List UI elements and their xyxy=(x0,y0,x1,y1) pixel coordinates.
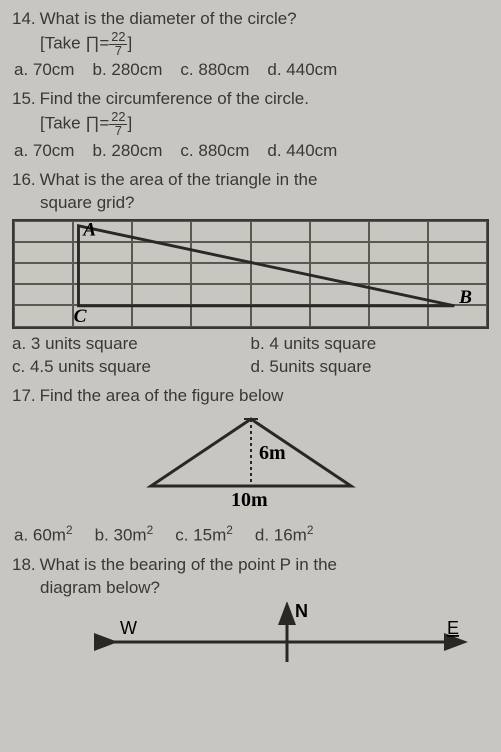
q16-text: What is the area of the triangle in the xyxy=(40,169,318,192)
q14-take-suffix: ] xyxy=(127,34,132,53)
q17-option-a: a. 60m2 xyxy=(14,522,73,548)
q18-text-line2: diagram below? xyxy=(40,577,489,600)
q16-label-c: C xyxy=(74,306,88,327)
q16-triangle xyxy=(78,225,454,305)
q15-option-d: d. 440cm xyxy=(267,140,337,163)
q16-label-a: A xyxy=(82,221,96,240)
question-14: 14. What is the diameter of the circle? … xyxy=(12,8,489,82)
q16-option-b: b. 4 units square xyxy=(251,333,490,356)
q18-label-e: E xyxy=(447,618,459,638)
q15-option-c: c. 880cm xyxy=(180,140,249,163)
q16-options: a. 3 units square b. 4 units square c. 4… xyxy=(12,333,489,379)
q15-take-prefix: [Take ∏= xyxy=(40,114,109,133)
q14-take-den: 7 xyxy=(109,45,127,58)
q16-option-c: c. 4.5 units square xyxy=(12,356,251,379)
q18-compass: N W E xyxy=(12,602,489,662)
q15-option-b: b. 280cm xyxy=(92,140,162,163)
question-17: 17. Find the area of the figure below 6m… xyxy=(12,385,489,548)
q18-text: What is the bearing of the point P in th… xyxy=(40,554,337,577)
q17-text: Find the area of the figure below xyxy=(40,385,284,408)
q17-figure: 6m 10m xyxy=(12,411,489,518)
q15-text: Find the circumference of the circle. xyxy=(40,88,309,111)
q17-option-d: d. 16m2 xyxy=(255,522,314,548)
q14-option-d: d. 440cm xyxy=(267,59,337,82)
q14-take-prefix: [Take ∏= xyxy=(40,34,109,53)
q16-label-b: B xyxy=(458,287,472,308)
q16-number: 16. xyxy=(12,169,36,192)
q16-option-d: d. 5units square xyxy=(251,356,490,379)
q14-take: [Take ∏=227] xyxy=(40,31,489,58)
q15-options: a. 70cm b. 280cm c. 880cm d. 440cm xyxy=(12,140,489,163)
q17-options: a. 60m2 b. 30m2 c. 15m2 d. 16m2 xyxy=(12,522,489,548)
q17-option-b: b. 30m2 xyxy=(95,522,154,548)
q18-number: 18. xyxy=(12,554,36,577)
q14-option-c: c. 880cm xyxy=(180,59,249,82)
q15-option-a: a. 70cm xyxy=(14,140,74,163)
q16-text-line2: square grid? xyxy=(40,192,489,215)
question-18: 18. What is the bearing of the point P i… xyxy=(12,554,489,662)
question-15: 15. Find the circumference of the circle… xyxy=(12,88,489,162)
q14-text: What is the diameter of the circle? xyxy=(40,8,297,31)
q16-option-a: a. 3 units square xyxy=(12,333,251,356)
q16-grid: A B C xyxy=(12,219,489,329)
q15-take-den: 7 xyxy=(109,125,127,138)
q18-label-w: W xyxy=(120,618,137,638)
q18-compass-svg: N W E xyxy=(12,602,489,662)
q15-take: [Take ∏=227] xyxy=(40,111,489,138)
q17-triangle-svg: 6m 10m xyxy=(131,411,371,511)
q14-number: 14. xyxy=(12,8,36,31)
q15-take-suffix: ] xyxy=(127,114,132,133)
q14-option-a: a. 70cm xyxy=(14,59,74,82)
q17-number: 17. xyxy=(12,385,36,408)
q17-base-label: 10m xyxy=(231,489,268,511)
question-16: 16. What is the area of the triangle in … xyxy=(12,169,489,379)
q18-label-n: N xyxy=(295,602,308,621)
q17-height-label: 6m xyxy=(259,442,286,464)
q14-option-b: b. 280cm xyxy=(92,59,162,82)
q15-number: 15. xyxy=(12,88,36,111)
q16-triangle-svg: A B C xyxy=(14,221,487,327)
q17-option-c: c. 15m2 xyxy=(175,522,233,548)
q14-options: a. 70cm b. 280cm c. 880cm d. 440cm xyxy=(12,59,489,82)
